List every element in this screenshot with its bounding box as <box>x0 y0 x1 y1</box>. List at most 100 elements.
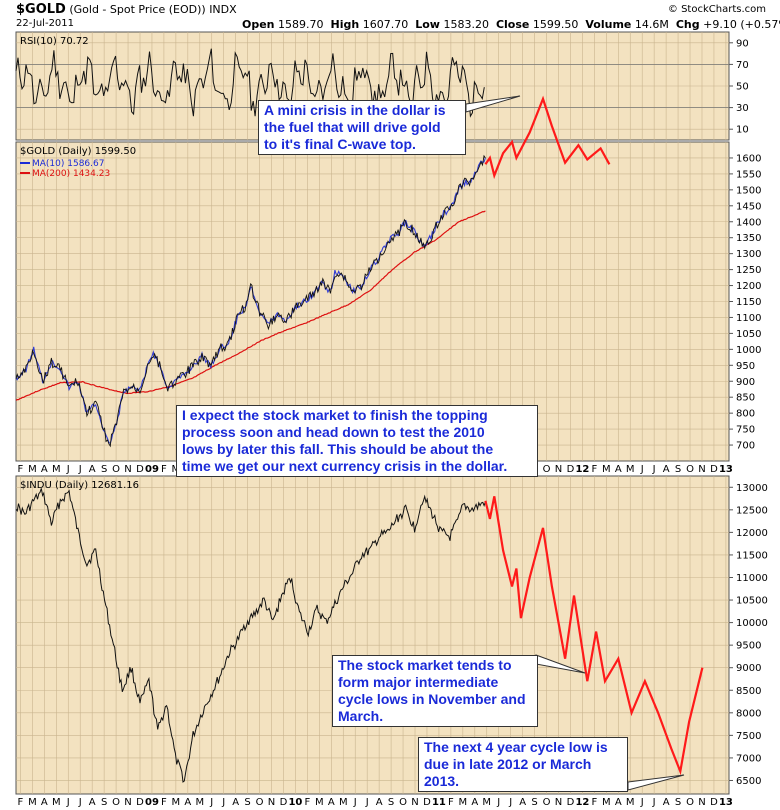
callout-stock-topping: I expect the stock market to finish the … <box>176 405 538 477</box>
indu-xtick-label: A <box>519 797 526 808</box>
gold-projection-line <box>484 95 611 180</box>
rsi-ytick-label: 70 <box>736 60 749 71</box>
indu-xtick-label: N <box>124 797 131 808</box>
gold-xtick-label: M <box>172 464 181 475</box>
gold-xtick-label: J <box>78 464 82 475</box>
callout-line: to it's final C-wave top. <box>264 136 416 152</box>
gold-ytick-label: 900 <box>736 377 755 388</box>
rsi-ytick-label: 50 <box>736 82 749 93</box>
gold-ytick-label: 1250 <box>736 265 761 276</box>
indu-xtick-label: D <box>136 797 144 808</box>
indu-ytick-label: 8500 <box>736 686 761 697</box>
callout-line: process soon and head down to test the 2… <box>182 424 485 440</box>
indu-xtick-label: 13 <box>719 797 733 808</box>
indu-price-line <box>15 488 486 783</box>
indu-xtick-label: O <box>399 797 407 808</box>
indu-xtick-label: M <box>459 797 468 808</box>
gold-ytick-label: 1500 <box>736 185 761 196</box>
indu-xtick-label: A <box>615 797 622 808</box>
callout-pointer <box>465 95 521 113</box>
gold-xtick-label: O <box>686 464 694 475</box>
indu-ytick-label: 12000 <box>736 528 768 539</box>
indu-xtick-label: 10 <box>288 797 302 808</box>
gold-ytick-label: 1450 <box>736 201 761 212</box>
indu-xtick-label: J <box>365 797 369 808</box>
gold-xtick-label: M <box>626 464 635 475</box>
indu-xtick-label: D <box>280 797 288 808</box>
indu-xtick-label: F <box>18 797 24 808</box>
indu-xtick-label: J <box>652 797 656 808</box>
watermark: © StockCharts.com <box>667 4 766 15</box>
gold-xtick-label: F <box>18 464 24 475</box>
callout-four-year-cycle: The next 4 year cycle low is due in late… <box>418 737 628 792</box>
indu-xtick-label: 12 <box>575 797 589 808</box>
rsi-ytick-label: 10 <box>736 125 749 136</box>
ma10-legend-label: MA(10) 1586.67 <box>32 159 104 169</box>
gold-legend-title: $GOLD (Daily) 1599.50 <box>20 146 136 157</box>
callout-line: A mini crisis in the dollar is <box>264 102 446 118</box>
gold-xtick-label: 09 <box>145 464 159 475</box>
gold-xtick-label: A <box>89 464 96 475</box>
gold-xtick-label: O <box>112 464 120 475</box>
gold-ytick-label: 1050 <box>736 329 761 340</box>
indu-xtick-label: O <box>543 797 551 808</box>
indu-ytick-label: 8000 <box>736 708 761 719</box>
close-value: 1599.50 <box>532 18 579 31</box>
indu-xtick-label: S <box>531 797 537 808</box>
indu-xtick-label: M <box>172 797 181 808</box>
chg-label: Chg <box>675 18 700 31</box>
callout-line: the fuel that will drive gold <box>264 119 441 135</box>
gold-price-line <box>15 154 486 448</box>
indu-xtick-label: O <box>112 797 120 808</box>
rsi-title: RSI(10) 70.72 <box>20 36 89 47</box>
symbol: $GOLD <box>16 2 66 17</box>
indu-ytick-label: 11500 <box>736 550 768 561</box>
volume-label: Volume <box>585 18 632 31</box>
indu-projection-line <box>484 496 704 776</box>
callout-cycle-lows: The stock market tends to form major int… <box>332 655 538 727</box>
indu-xtick-label: F <box>591 797 597 808</box>
indu-ytick-label: 10000 <box>736 618 768 629</box>
indu-xtick-label: D <box>710 797 718 808</box>
indu-xtick-label: J <box>209 797 213 808</box>
indu-xtick-label: 09 <box>145 797 159 808</box>
callout-line: The next 4 year cycle low is <box>424 739 608 755</box>
indu-xtick-label: F <box>305 797 311 808</box>
gold-xtick-label: N <box>698 464 705 475</box>
indu-xtick-label: F <box>448 797 454 808</box>
ma200-legend-label: MA(200) 1434.23 <box>32 169 110 179</box>
gold-ytick-label: 1000 <box>736 345 761 356</box>
indu-xtick-label: M <box>602 797 611 808</box>
header-date: 22-Jul-2011 <box>16 18 75 29</box>
gold-ytick-label: 1550 <box>736 169 761 180</box>
indu-ytick-label: 12500 <box>736 505 768 516</box>
indu-ytick-label: 7500 <box>736 731 761 742</box>
indu-ytick-label: 13000 <box>736 483 768 494</box>
high-value: 1607.70 <box>362 18 409 31</box>
gold-xtick-label: J <box>640 464 644 475</box>
indu-xtick-label: F <box>161 797 167 808</box>
high-label: High <box>330 18 360 31</box>
indu-ytick-label: 9500 <box>736 641 761 652</box>
gold-ytick-label: 1600 <box>736 153 761 164</box>
callout-line: cycle lows in November and <box>338 691 526 707</box>
gold-xtick-label: N <box>555 464 562 475</box>
gold-xtick-label: S <box>101 464 107 475</box>
chg-value: +9.10 (+0.57%) <box>703 18 780 31</box>
indu-xtick-label: S <box>675 797 681 808</box>
indu-xtick-label: S <box>101 797 107 808</box>
indu-ytick-label: 6500 <box>736 776 761 787</box>
indu-xtick-label: S <box>388 797 394 808</box>
gold-xtick-label: D <box>136 464 144 475</box>
gold-ytick-label: 750 <box>736 425 755 436</box>
gold-xtick-label: N <box>124 464 131 475</box>
gold-ytick-label: 1350 <box>736 233 761 244</box>
gold-ytick-label: 1100 <box>736 313 761 324</box>
callout-line: time we get our next currency crisis in … <box>182 458 508 474</box>
gold-xtick-label: M <box>602 464 611 475</box>
indu-xtick-label: A <box>328 797 335 808</box>
indu-ytick-label: 7000 <box>736 753 761 764</box>
indu-xtick-label: D <box>567 797 575 808</box>
open-label: Open <box>242 18 275 31</box>
